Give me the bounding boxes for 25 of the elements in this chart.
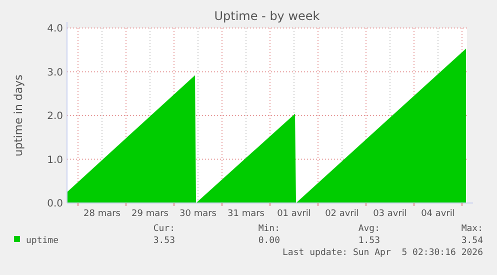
x-tick-label: 31 mars xyxy=(228,209,265,219)
legend-label: uptime xyxy=(26,236,59,246)
x-tick-label: 03 avril xyxy=(373,209,407,219)
text: 0.00 xyxy=(258,236,280,246)
y-axis-title: uptime in days xyxy=(12,74,25,156)
x-tick-label: 30 mars xyxy=(180,209,217,219)
x-tick-label: 01 avril xyxy=(277,209,311,219)
text: Cur: xyxy=(153,224,175,234)
y-tick-label: 2.0 xyxy=(47,111,63,122)
x-tick-label: 04 avril xyxy=(421,209,455,219)
text: 3.53 xyxy=(153,236,175,246)
y-tick-label: 4.0 xyxy=(47,24,63,34)
text: 1.53 xyxy=(358,236,380,246)
text: Last update: Sun Apr 5 02:30:16 2026 xyxy=(282,248,483,258)
text: Max: xyxy=(461,224,483,234)
chart-title: Uptime - by week xyxy=(214,9,320,23)
x-tick-label: 02 avril xyxy=(325,209,359,219)
y-tick-label: 3.0 xyxy=(47,67,63,78)
x-tick-label: 29 mars xyxy=(132,209,169,219)
x-tick-label: 28 mars xyxy=(84,209,121,219)
text: Min: xyxy=(258,224,280,234)
y-tick-label: 0.0 xyxy=(47,198,63,210)
text: Avg: xyxy=(358,224,380,234)
y-tick-label: 1.0 xyxy=(47,154,63,166)
text: 3.54 xyxy=(461,236,483,246)
